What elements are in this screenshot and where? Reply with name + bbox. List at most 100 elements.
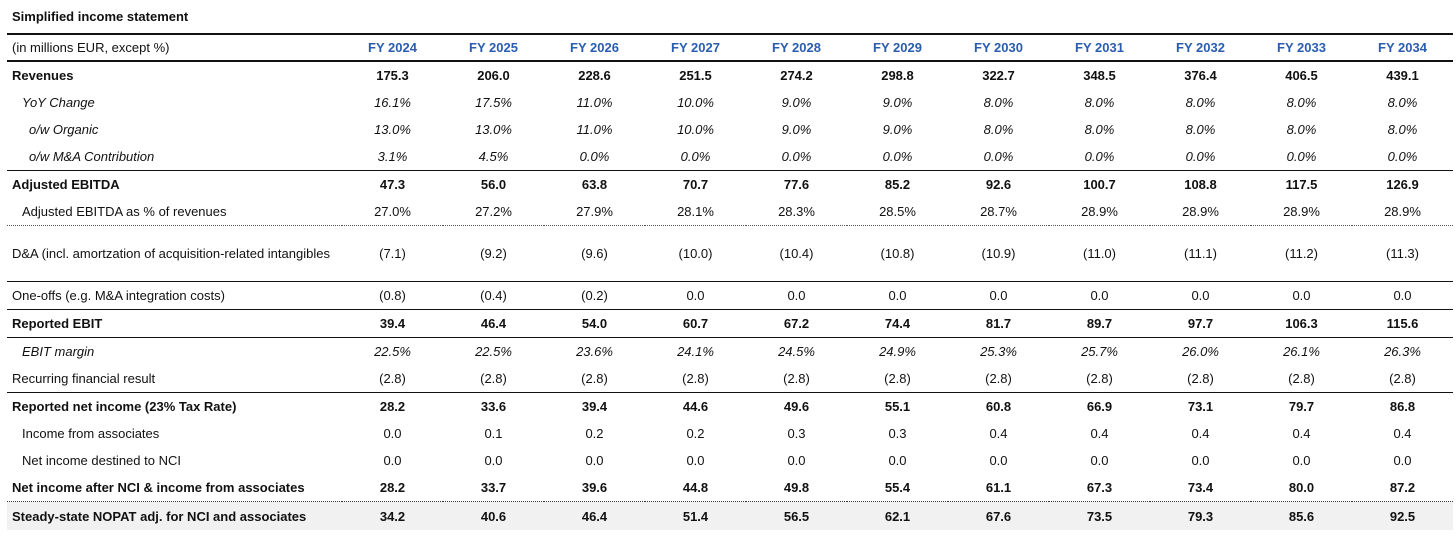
cell-value: 81.7 bbox=[948, 309, 1049, 338]
cell-value: (2.8) bbox=[581, 371, 608, 386]
cell-value: 66.9 bbox=[1049, 392, 1150, 420]
cell-value: (10.0) bbox=[645, 225, 746, 282]
cell-value: 376.4 bbox=[1184, 68, 1217, 83]
cell-value: 0.1 bbox=[484, 426, 503, 441]
cell-value: 0.0 bbox=[1090, 453, 1109, 468]
cell-value: 0.4 bbox=[989, 426, 1008, 441]
cell-value: (2.8) bbox=[985, 371, 1012, 386]
table-row: Adjusted EBITDA 47.3 56.0 63.8 70.7 77.6 85.2 9… bbox=[7, 170, 1453, 198]
cell-value: 24.5% bbox=[746, 337, 847, 365]
table-row: D&A (incl. amortzation of acquisition-re… bbox=[7, 225, 1453, 282]
table-row: Recurring financial result (2.8) (2.8) (2.8… bbox=[7, 365, 1453, 393]
cell-value: 348.5 bbox=[1083, 68, 1116, 83]
cell-value: 108.8 bbox=[1150, 170, 1251, 198]
cell-value: 9.0% bbox=[781, 95, 812, 110]
cell-value: 56.5 bbox=[746, 501, 847, 530]
cell-value: 26.3% bbox=[1352, 337, 1453, 365]
cell-value: 0.0 bbox=[484, 453, 503, 468]
cell-value: 8.0% bbox=[1286, 122, 1317, 137]
cell-value: 25.3% bbox=[948, 337, 1049, 365]
cell-value: (10.4) bbox=[746, 225, 847, 282]
cell-value: 55.1 bbox=[847, 392, 948, 420]
cell-value: 0.0 bbox=[948, 281, 1049, 310]
cell-value: 39.6 bbox=[581, 480, 608, 495]
cell-value: 60.7 bbox=[645, 309, 746, 338]
cell-value: 56.0 bbox=[443, 170, 544, 198]
cell-value: (11.3) bbox=[1352, 225, 1453, 282]
cell-value: (2.8) bbox=[1389, 371, 1416, 386]
header-row: (in millions EUR, except %) FY 2024 FY 20… bbox=[7, 33, 1453, 62]
cell-value: 0.0 bbox=[383, 453, 402, 468]
cell-value: 8.0% bbox=[1084, 95, 1115, 110]
cell-value: 0.4 bbox=[1292, 426, 1311, 441]
cell-value: 8.0% bbox=[1084, 122, 1115, 137]
cell-value: 439.1 bbox=[1386, 68, 1419, 83]
cell-value: 27.0% bbox=[374, 204, 411, 219]
cell-value: 0.0 bbox=[1292, 453, 1311, 468]
table-row: Income from associates 0.0 0.1 0.2 0.2 0.3 0.3… bbox=[7, 420, 1453, 447]
cell-value: 47.3 bbox=[342, 170, 443, 198]
cell-value: 9.0% bbox=[781, 122, 812, 137]
cell-value: 85.6 bbox=[1251, 501, 1352, 530]
cell-value: 28.2 bbox=[342, 392, 443, 420]
cell-value: 92.5 bbox=[1352, 501, 1453, 530]
cell-value: 0.0% bbox=[579, 149, 610, 164]
cell-value: 0.4 bbox=[1191, 426, 1210, 441]
cell-value: 0.0% bbox=[882, 149, 913, 164]
cell-value: 33.6 bbox=[443, 392, 544, 420]
cell-value: 60.8 bbox=[948, 392, 1049, 420]
cell-value: (7.1) bbox=[342, 225, 443, 282]
cell-value: 0.3 bbox=[787, 426, 806, 441]
cell-value: 115.6 bbox=[1352, 309, 1453, 338]
cell-value: 46.4 bbox=[544, 501, 645, 530]
cell-value: 228.6 bbox=[578, 68, 611, 83]
table-row: Net income destined to NCI 0.0 0.0 0.0 0.0 0.… bbox=[7, 447, 1453, 474]
cell-value: 73.1 bbox=[1150, 392, 1251, 420]
cell-value: 70.7 bbox=[645, 170, 746, 198]
cell-value: 8.0% bbox=[1185, 122, 1216, 137]
row-label: o/w M&A Contribution bbox=[29, 149, 155, 164]
cell-value: 34.2 bbox=[342, 501, 443, 530]
table-row: Reported EBIT 39.4 46.4 54.0 60.7 67.2 74.4 81.… bbox=[7, 309, 1453, 338]
cell-value: (9.6) bbox=[544, 225, 645, 282]
cell-value: 33.7 bbox=[480, 480, 507, 495]
cell-value: 25.7% bbox=[1049, 337, 1150, 365]
cell-value: 0.0 bbox=[989, 453, 1008, 468]
row-label: Net income after NCI & income from assoc… bbox=[12, 480, 305, 495]
row-label: Net income destined to NCI bbox=[22, 453, 181, 468]
cell-value: 0.2 bbox=[585, 426, 604, 441]
cell-value: 97.7 bbox=[1150, 309, 1251, 338]
row-label: One-offs (e.g. M&A integration costs) bbox=[7, 281, 342, 310]
row-label: Adjusted EBITDA as % of revenues bbox=[22, 204, 227, 219]
table-row: Adjusted EBITDA as % of revenues 27.0% 27.… bbox=[7, 198, 1453, 226]
table-row: Steady-state NOPAT adj. for NCI and asso… bbox=[7, 501, 1453, 530]
cell-value: 28.3% bbox=[778, 204, 815, 219]
cell-value: 0.0% bbox=[680, 149, 711, 164]
cell-value: 80.0 bbox=[1288, 480, 1315, 495]
cell-value: 0.0 bbox=[888, 453, 907, 468]
cell-value: 8.0% bbox=[1387, 95, 1418, 110]
row-label: D&A (incl. amortzation of acquisition-re… bbox=[7, 225, 342, 282]
cell-value: 13.0% bbox=[374, 122, 411, 137]
cell-value: 8.0% bbox=[1286, 95, 1317, 110]
year-header: FY 2032 bbox=[1150, 33, 1251, 62]
cell-value: 67.6 bbox=[948, 501, 1049, 530]
cell-value: 100.7 bbox=[1049, 170, 1150, 198]
table-row: Reported net income (23% Tax Rate) 28.2 33… bbox=[7, 392, 1453, 420]
cell-value: (0.8) bbox=[342, 281, 443, 310]
year-header: FY 2025 bbox=[443, 33, 544, 62]
cell-value: 44.6 bbox=[645, 392, 746, 420]
cell-value: 79.3 bbox=[1150, 501, 1251, 530]
cell-value: 16.1% bbox=[374, 95, 411, 110]
cell-value: 0.4 bbox=[1090, 426, 1109, 441]
cell-value: 106.3 bbox=[1251, 309, 1352, 338]
year-header: FY 2026 bbox=[544, 33, 645, 62]
cell-value: 54.0 bbox=[544, 309, 645, 338]
year-header: FY 2033 bbox=[1251, 33, 1352, 62]
row-label: YoY Change bbox=[22, 95, 95, 110]
cell-value: (2.8) bbox=[682, 371, 709, 386]
cell-value: 92.6 bbox=[948, 170, 1049, 198]
cell-value: (0.2) bbox=[544, 281, 645, 310]
cell-value: (2.8) bbox=[1288, 371, 1315, 386]
cell-value: 22.5% bbox=[443, 337, 544, 365]
